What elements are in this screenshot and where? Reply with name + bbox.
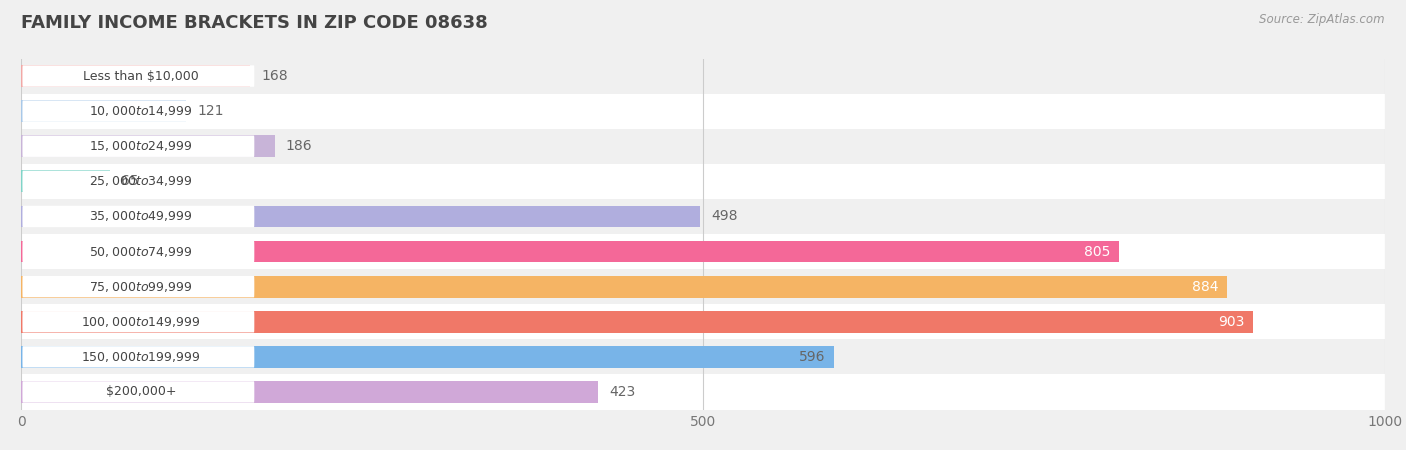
Bar (21, 199, 1385, 234)
Text: 186: 186 (285, 139, 312, 153)
Text: Source: ZipAtlas.com: Source: ZipAtlas.com (1260, 14, 1385, 27)
FancyBboxPatch shape (22, 241, 254, 262)
FancyBboxPatch shape (22, 100, 254, 122)
Bar (21, 339, 1385, 374)
Bar (21, 171, 110, 192)
Bar (21, 164, 1385, 199)
Text: $10,000 to $14,999: $10,000 to $14,999 (90, 104, 193, 118)
Bar (21, 94, 1385, 129)
Text: 903: 903 (1218, 315, 1244, 329)
Text: 498: 498 (711, 209, 738, 224)
Bar (21, 206, 700, 227)
Bar (21, 234, 1385, 269)
Text: $15,000 to $24,999: $15,000 to $24,999 (90, 139, 193, 153)
Text: $200,000+: $200,000+ (105, 386, 176, 398)
Bar (21, 129, 1385, 164)
FancyBboxPatch shape (22, 171, 254, 192)
Bar (21, 374, 1385, 410)
Text: 65: 65 (121, 174, 138, 189)
Text: $50,000 to $74,999: $50,000 to $74,999 (90, 244, 193, 259)
Bar (21, 65, 250, 87)
Text: 596: 596 (799, 350, 825, 364)
Bar (21, 276, 1226, 297)
Bar (21, 346, 834, 368)
Text: $75,000 to $99,999: $75,000 to $99,999 (90, 279, 193, 294)
Text: 121: 121 (197, 104, 224, 118)
FancyBboxPatch shape (22, 135, 254, 157)
Text: $100,000 to $149,999: $100,000 to $149,999 (82, 315, 201, 329)
FancyBboxPatch shape (22, 311, 254, 333)
FancyBboxPatch shape (22, 346, 254, 368)
Bar (21, 311, 1253, 333)
Text: 168: 168 (262, 69, 288, 83)
Text: 423: 423 (609, 385, 636, 399)
FancyBboxPatch shape (22, 381, 254, 403)
Text: FAMILY INCOME BRACKETS IN ZIP CODE 08638: FAMILY INCOME BRACKETS IN ZIP CODE 08638 (21, 14, 488, 32)
Bar (21, 269, 1385, 304)
Text: $25,000 to $34,999: $25,000 to $34,999 (90, 174, 193, 189)
Text: 884: 884 (1192, 279, 1219, 294)
Bar (21, 58, 1385, 94)
Text: Less than $10,000: Less than $10,000 (83, 70, 200, 82)
FancyBboxPatch shape (22, 65, 254, 87)
Bar (21, 304, 1385, 339)
Text: $35,000 to $49,999: $35,000 to $49,999 (90, 209, 193, 224)
FancyBboxPatch shape (22, 276, 254, 297)
Text: $150,000 to $199,999: $150,000 to $199,999 (82, 350, 201, 364)
Bar (21, 241, 1119, 262)
FancyBboxPatch shape (22, 206, 254, 227)
Bar (21, 381, 598, 403)
Bar (21, 135, 274, 157)
Text: 805: 805 (1084, 244, 1111, 259)
Bar (21, 100, 186, 122)
